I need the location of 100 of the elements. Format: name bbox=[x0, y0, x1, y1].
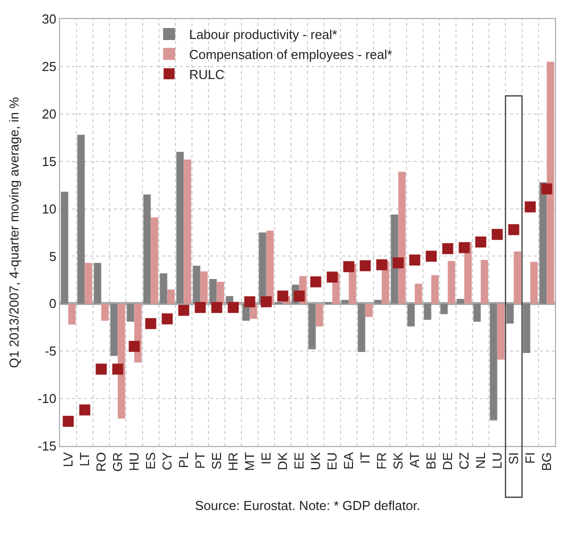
y-tick-label: 5 bbox=[49, 248, 56, 264]
x-tick-label: EA bbox=[340, 452, 356, 470]
bar bbox=[473, 304, 481, 322]
bar bbox=[407, 304, 415, 326]
x-tick-label: GR bbox=[110, 452, 125, 472]
y-tick-label: -15 bbox=[38, 438, 56, 454]
x-tick-label: CY bbox=[159, 452, 174, 470]
point bbox=[145, 318, 156, 330]
legend-label: Labour productivity - real* bbox=[189, 27, 338, 42]
legend-label: Compensation of employees - real* bbox=[189, 46, 392, 62]
bar bbox=[68, 304, 76, 325]
y-tick-label: 30 bbox=[42, 12, 56, 27]
bar bbox=[341, 300, 349, 304]
point bbox=[392, 257, 404, 268]
point bbox=[96, 364, 107, 375]
y-tick-label: 10 bbox=[42, 201, 56, 216]
point bbox=[426, 250, 437, 262]
point bbox=[178, 304, 190, 316]
point bbox=[112, 364, 124, 375]
bar bbox=[374, 300, 382, 304]
bar bbox=[308, 304, 316, 350]
x-tick-label: HR bbox=[225, 452, 240, 471]
bar bbox=[84, 262, 92, 304]
bar bbox=[60, 192, 68, 304]
y-tick-label: -10 bbox=[38, 391, 56, 406]
bar bbox=[424, 304, 432, 320]
x-tick-label: UK bbox=[308, 452, 323, 470]
point bbox=[458, 242, 470, 254]
bar bbox=[258, 232, 266, 304]
x-tick-label: NL bbox=[472, 452, 488, 469]
x-tick-label: FI bbox=[522, 452, 538, 464]
point bbox=[409, 254, 420, 266]
bar bbox=[126, 304, 134, 322]
point bbox=[343, 261, 354, 272]
bar bbox=[390, 214, 398, 304]
point bbox=[162, 313, 173, 324]
x-tick-label: AT bbox=[406, 452, 422, 468]
point bbox=[228, 302, 239, 313]
point bbox=[128, 340, 140, 352]
bar bbox=[530, 262, 538, 304]
bar bbox=[514, 251, 522, 304]
point bbox=[244, 296, 256, 308]
x-tick-label: PT bbox=[192, 452, 208, 469]
point bbox=[211, 302, 222, 313]
bar bbox=[200, 271, 208, 304]
point bbox=[376, 259, 388, 270]
y-tick-label: 20 bbox=[42, 106, 56, 122]
x-tick-label: IT bbox=[357, 452, 372, 464]
point bbox=[508, 224, 520, 236]
x-tick-label: RO bbox=[93, 452, 108, 472]
y-tick-label: 15 bbox=[42, 154, 56, 169]
legend-label: RULC bbox=[189, 66, 225, 82]
point bbox=[492, 228, 503, 240]
bar bbox=[94, 262, 102, 304]
y-axis-title: Q1 2013/2007, 4-quarter moving average, in % bbox=[6, 96, 22, 368]
bar bbox=[192, 266, 200, 304]
x-tick-label: LU bbox=[489, 452, 504, 469]
bar bbox=[167, 289, 175, 304]
bar bbox=[448, 260, 456, 304]
point bbox=[360, 260, 371, 272]
x-tick-label: IE bbox=[258, 452, 274, 464]
point bbox=[442, 243, 454, 254]
bar bbox=[365, 304, 373, 317]
point bbox=[326, 272, 338, 283]
point bbox=[62, 416, 74, 427]
x-tick-label: BG bbox=[538, 452, 554, 471]
bar bbox=[358, 304, 366, 352]
bar bbox=[184, 159, 192, 304]
bar bbox=[160, 273, 168, 304]
bar bbox=[546, 62, 554, 304]
x-tick-label: CZ bbox=[456, 452, 472, 470]
bar bbox=[209, 279, 217, 304]
y-tick-label: 25 bbox=[42, 58, 56, 74]
x-tick-label: DK bbox=[274, 452, 290, 470]
bar bbox=[506, 304, 514, 324]
point bbox=[524, 201, 536, 212]
point bbox=[541, 183, 552, 194]
x-tick-label: LV bbox=[60, 452, 76, 468]
bar bbox=[414, 284, 422, 304]
point bbox=[294, 290, 305, 302]
y-tick-label: 0 bbox=[49, 296, 56, 312]
bar bbox=[522, 304, 530, 354]
bar bbox=[110, 304, 118, 356]
source-note: Source: Eurostat. Note: * GDP deflator. bbox=[195, 498, 420, 513]
x-tick-label: SI bbox=[506, 452, 521, 464]
bar bbox=[431, 275, 439, 304]
x-tick-label: MT bbox=[242, 452, 257, 471]
x-tick-label: FR bbox=[374, 452, 389, 470]
y-tick-label: -5 bbox=[44, 344, 56, 359]
bar bbox=[490, 304, 498, 420]
point bbox=[194, 302, 206, 313]
x-tick-label: DE bbox=[440, 452, 455, 470]
bar bbox=[176, 152, 184, 304]
x-tick-label: PL bbox=[176, 452, 191, 468]
x-tick-label: ES bbox=[142, 452, 158, 470]
bar bbox=[77, 134, 85, 304]
bar bbox=[480, 260, 488, 304]
x-tick-label: SE bbox=[208, 452, 224, 470]
bar bbox=[497, 304, 505, 360]
point bbox=[260, 296, 272, 308]
